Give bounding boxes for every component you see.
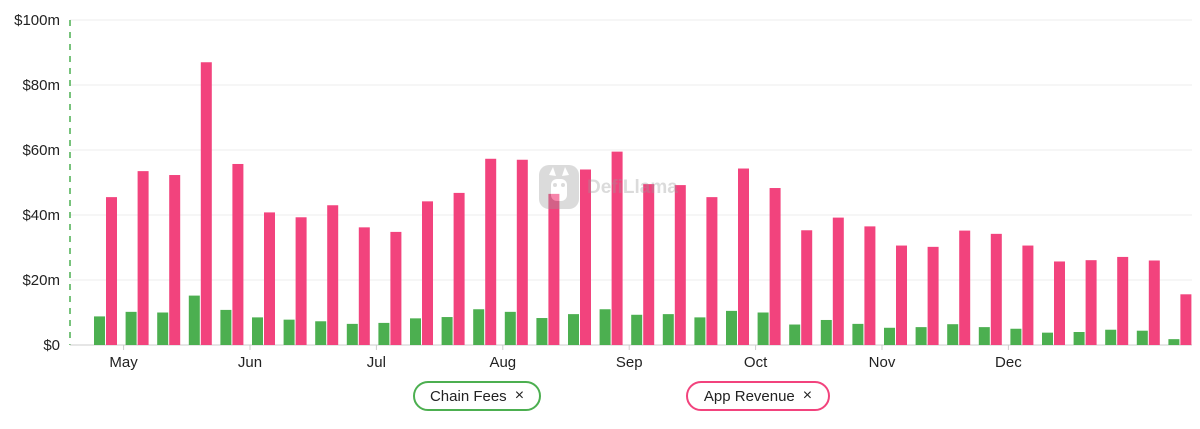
chain-fees-bar: [820, 319, 832, 345]
chain-fees-bar: [1073, 332, 1085, 345]
y-tick-label: $0: [43, 337, 60, 354]
app-revenue-bar: [453, 192, 465, 345]
chain-fees-bar: [346, 323, 358, 345]
app-revenue-bar: [801, 230, 813, 345]
legend-label-chain-fees: Chain Fees: [429, 387, 507, 405]
chain-fees-bar: [125, 311, 137, 345]
chain-fees-bar: [568, 314, 579, 345]
chain-fees-bar: [188, 295, 200, 345]
x-tick-label: Dec: [995, 354, 1022, 371]
chain-fees-bar: [1105, 329, 1117, 345]
app-revenue-bar: [422, 201, 433, 345]
bar-chart: $0 $20m $40m $60m $80m $100m May Jun Jul Aug Sep O…: [14, 12, 1192, 371]
x-tick-label: Sep: [616, 354, 643, 371]
legend-label-app-revenue: App Revenue: [703, 387, 795, 405]
y-tick-label: $60m: [22, 142, 60, 159]
app-revenue-bar: [738, 168, 749, 345]
app-revenue-bar: [959, 230, 971, 345]
app-revenue-bar: [832, 217, 844, 345]
legend-chip-app-revenue[interactable]: App Revenue ×: [686, 381, 830, 411]
chain-fees-bar: [726, 310, 737, 345]
chain-fees-bar: [599, 309, 611, 345]
chain-fees-bar: [915, 327, 927, 345]
chain-fees-bar: [1168, 339, 1180, 345]
app-revenue-bar: [1054, 261, 1065, 345]
chain-fees-bar: [757, 312, 769, 345]
app-revenue-bar: [1180, 294, 1192, 345]
chain-fees-bar: [789, 324, 801, 345]
app-revenue-bar: [390, 231, 402, 345]
chain-fees-bar: [94, 316, 105, 345]
chain-fees-bar: [283, 319, 295, 345]
app-revenue-bar: [896, 245, 907, 345]
app-revenue-bar: [1117, 256, 1129, 345]
app-revenue-bar: [137, 171, 149, 345]
app-revenue-bar: [295, 217, 307, 345]
chain-fees-bar: [441, 317, 453, 345]
app-revenue-bar: [674, 185, 686, 345]
close-icon[interactable]: ×: [802, 387, 813, 404]
app-revenue-bar: [232, 163, 244, 345]
x-tick-label: Nov: [869, 354, 896, 371]
x-tick-label: Aug: [489, 354, 516, 371]
app-revenue-bar: [485, 158, 497, 345]
chart-grid: [70, 19, 1192, 281]
app-revenue-bar: [169, 175, 181, 345]
chart-legend: Chain Fees × App Revenue ×: [0, 381, 1200, 415]
chain-fees-bar: [315, 321, 327, 345]
chain-fees-bar: [631, 314, 643, 345]
app-revenue-bar: [1022, 245, 1034, 345]
legend-chip-chain-fees[interactable]: Chain Fees ×: [413, 381, 541, 411]
chain-fees-bar: [410, 318, 421, 345]
chain-fees-bar: [978, 327, 990, 345]
chain-fees-bar: [1042, 332, 1053, 345]
chain-fees-bar: [473, 309, 485, 345]
chain-fees-bar: [1136, 330, 1148, 345]
app-revenue-bar: [769, 188, 781, 345]
app-revenue-bar: [990, 233, 1002, 345]
app-revenue-bar: [106, 197, 117, 345]
chain-fees-bar: [378, 322, 390, 345]
y-tick-labels: $0 $20m $40m $60m $80m $100m: [14, 12, 60, 354]
x-tick-labels: May Jun Jul Aug Sep Oct Nov Dec: [109, 345, 1022, 371]
app-revenue-bar: [580, 169, 591, 345]
chain-fees-bar: [852, 323, 864, 345]
chain-fees-bar: [157, 312, 169, 345]
x-tick-label: Jul: [367, 354, 386, 371]
y-tick-label: $40m: [22, 207, 60, 224]
chain-fees-bar: [252, 317, 263, 345]
app-revenue-bar: [200, 62, 212, 345]
chain-fees-bar: [536, 318, 548, 345]
y-tick-label: $100m: [14, 12, 60, 29]
chain-fees-bar: [1010, 328, 1022, 345]
chain-fees-bar: [220, 309, 232, 345]
app-revenue-bar: [1085, 260, 1097, 345]
app-revenue-bar: [327, 205, 339, 345]
app-revenue-bar: [1148, 260, 1160, 345]
app-revenue-bar: [611, 151, 623, 345]
app-revenue-bar: [643, 184, 655, 345]
y-tick-label: $80m: [22, 77, 60, 94]
app-revenue-bar: [358, 227, 370, 345]
chain-fees-bar: [694, 317, 706, 345]
x-tick-label: May: [109, 354, 138, 371]
app-revenue-bar: [516, 159, 528, 345]
chain-fees-bar: [884, 327, 895, 345]
x-tick-label: Jun: [238, 354, 262, 371]
y-tick-label: $20m: [22, 272, 60, 289]
close-icon[interactable]: ×: [514, 387, 525, 404]
chain-fees-bar: [662, 314, 674, 345]
chain-fees-bar: [947, 324, 959, 345]
app-revenue-bar: [264, 212, 275, 345]
x-tick-label: Oct: [744, 354, 768, 371]
chain-fees-bar: [504, 311, 516, 345]
app-revenue-bar: [548, 193, 560, 345]
app-revenue-bar: [864, 226, 876, 345]
chart-bars: [94, 62, 1192, 345]
app-revenue-bar: [927, 246, 939, 345]
app-revenue-bar: [706, 197, 718, 345]
